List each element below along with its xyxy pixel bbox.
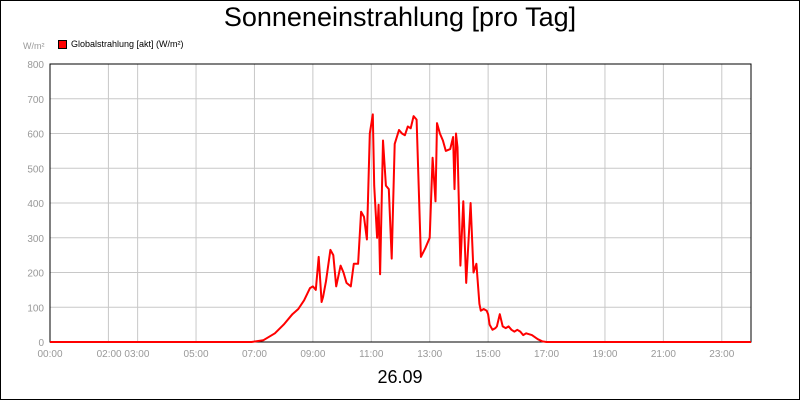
x-tick-label: 05:00	[184, 349, 209, 360]
legend-swatch	[58, 39, 67, 49]
legend: Globalstrahlung [akt] (W/m²)	[58, 38, 184, 50]
y-tick-label: 200	[27, 269, 44, 280]
y-tick-label: 0	[38, 338, 44, 349]
y-tick-label: 600	[27, 130, 44, 141]
x-tick-label: 19:00	[592, 349, 617, 360]
x-tick-label: 02:00 03:00	[97, 349, 150, 360]
series-line	[50, 113, 751, 343]
x-tick-label: 13:00	[417, 349, 442, 360]
plot-border	[49, 63, 752, 343]
x-tick-label: 11:00	[359, 349, 384, 360]
x-tick-label: 09:00	[300, 349, 325, 360]
y-tick-label: 500	[27, 164, 44, 175]
x-tick-label: 07:00	[242, 349, 267, 360]
y-tick-label: 400	[27, 199, 44, 210]
x-axis-label: 26.09	[377, 367, 423, 387]
y-tick-label: 800	[27, 60, 44, 71]
x-tick-label: 23:00	[709, 349, 734, 360]
y-axis-label: W/m²	[23, 41, 45, 51]
x-tick-label: 15:00	[476, 349, 501, 360]
y-tick-label: 300	[27, 234, 44, 245]
y-tick-label: 100	[27, 303, 44, 314]
x-tick-label: 00:00	[37, 349, 62, 360]
x-tick-label: 21:00	[651, 349, 676, 360]
x-tick-label: 17:00	[534, 349, 559, 360]
y-tick-label: 700	[27, 95, 44, 106]
chart-title: Sonneneinstrahlung [pro Tag]	[223, 2, 577, 32]
legend-label: Globalstrahlung [akt] (W/m²)	[71, 39, 184, 49]
